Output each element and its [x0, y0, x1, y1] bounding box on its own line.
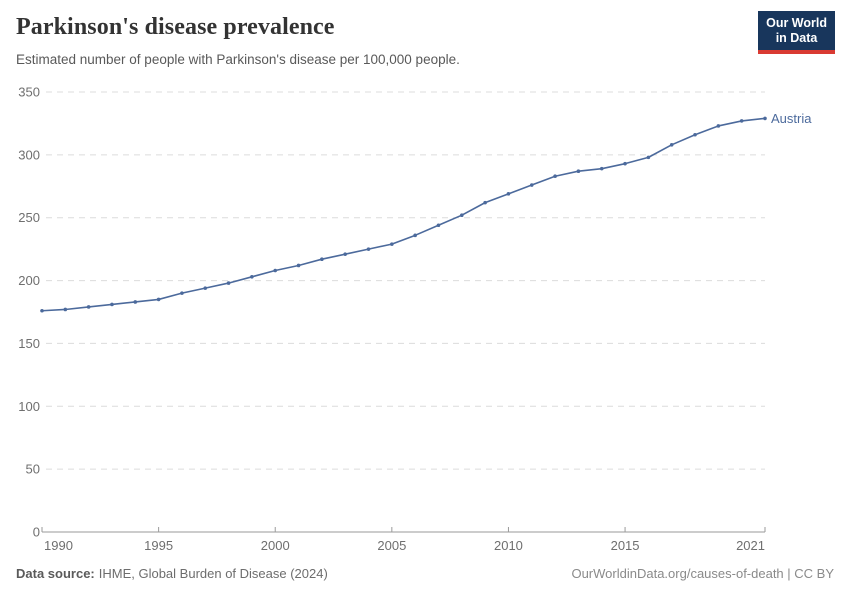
data-point-1999[interactable]: [250, 275, 254, 279]
data-point-1991[interactable]: [63, 307, 68, 312]
y-tick-label-150: 150: [18, 336, 40, 351]
data-point-2003[interactable]: [343, 252, 347, 256]
chart-subtitle: Estimated number of people with Parkinso…: [16, 52, 460, 67]
data-point-2015[interactable]: [623, 161, 627, 166]
data-point-2019[interactable]: [716, 124, 721, 128]
data-point-2018[interactable]: [693, 132, 697, 137]
data-source-value: IHME, Global Burden of Disease (2024): [98, 566, 328, 581]
data-point-2006[interactable]: [413, 233, 417, 238]
y-tick-label-200: 200: [18, 273, 40, 288]
data-point-1993[interactable]: [110, 302, 114, 307]
data-point-1990[interactable]: [40, 308, 44, 313]
data-point-1995[interactable]: [156, 297, 161, 302]
page-title: Parkinson's disease prevalence: [16, 14, 335, 40]
x-tick-label-1995: 1995: [144, 538, 173, 553]
y-tick-label-250: 250: [18, 210, 40, 225]
data-point-2016[interactable]: [646, 155, 651, 160]
data-point-2020[interactable]: [739, 119, 744, 123]
data-point-2011[interactable]: [529, 183, 534, 187]
data-point-2000[interactable]: [273, 268, 278, 273]
data-point-2002[interactable]: [320, 257, 324, 262]
owid-logo[interactable]: Our World in Data: [758, 11, 835, 54]
data-point-2014[interactable]: [599, 166, 604, 171]
x-tick-label-2015: 2015: [611, 538, 640, 553]
logo-line-2: in Data: [775, 31, 818, 46]
data-point-2008[interactable]: [460, 213, 464, 217]
y-tick-label-350: 350: [18, 85, 40, 100]
data-point-2021[interactable]: [763, 116, 767, 121]
logo-line-1: Our World: [766, 16, 827, 30]
data-point-2010[interactable]: [506, 192, 511, 196]
series-end-label-austria[interactable]: Austria: [771, 111, 812, 126]
data-point-2007[interactable]: [436, 223, 441, 228]
data-point-1998[interactable]: [226, 281, 231, 285]
data-point-2001[interactable]: [296, 263, 301, 268]
data-point-2017[interactable]: [669, 143, 674, 147]
chart-footer: Data source: IHME, Global Burden of Disea…: [16, 566, 834, 581]
data-source: Data source: IHME, Global Burden of Disea…: [16, 566, 328, 581]
y-tick-label-50: 50: [26, 462, 40, 477]
data-point-1997[interactable]: [203, 286, 208, 290]
y-tick-label-300: 300: [18, 147, 40, 162]
credit-link[interactable]: OurWorldinData.org/causes-of-death | CC …: [571, 566, 834, 581]
x-tick-label-2000: 2000: [261, 538, 290, 553]
data-point-1996[interactable]: [180, 291, 184, 295]
y-tick-label-0: 0: [33, 525, 40, 540]
data-point-2012[interactable]: [553, 174, 557, 179]
data-point-2009[interactable]: [483, 200, 487, 205]
x-tick-label-2005: 2005: [377, 538, 406, 553]
data-point-1992[interactable]: [86, 305, 91, 309]
x-tick-label-2010: 2010: [494, 538, 523, 553]
series-line-austria[interactable]: [41, 117, 766, 312]
data-source-label: Data source:: [16, 566, 95, 581]
x-tick-label-1990: 1990: [44, 538, 73, 553]
y-tick-label-100: 100: [18, 399, 40, 414]
data-point-2004[interactable]: [366, 247, 371, 251]
data-point-2013[interactable]: [576, 169, 581, 173]
x-tick-label-2021: 2021: [736, 538, 765, 553]
data-point-1994[interactable]: [133, 300, 138, 304]
data-point-2005[interactable]: [390, 242, 394, 246]
